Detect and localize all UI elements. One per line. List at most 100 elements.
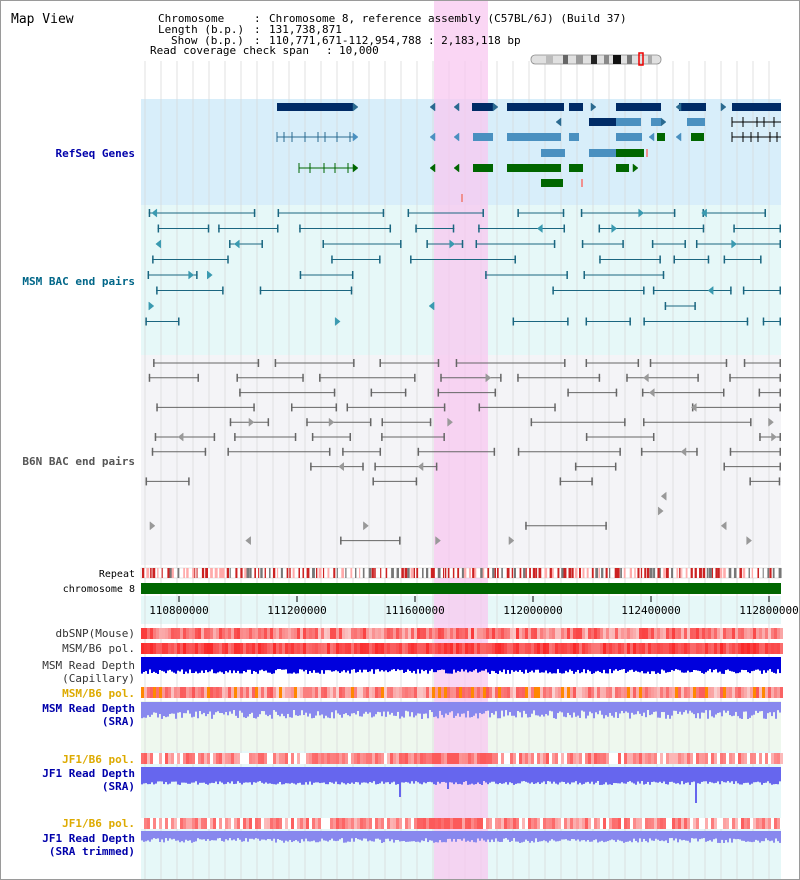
repeat-element xyxy=(452,568,455,578)
depth-bar xyxy=(663,702,665,713)
coverage-colon: : xyxy=(326,44,333,57)
depth-bar xyxy=(253,702,255,718)
depth-bar xyxy=(183,767,185,783)
heat-cell xyxy=(312,643,315,654)
heat-cell xyxy=(345,753,348,764)
track-label-msm-bac[interactable]: MSM BAC end pairs xyxy=(22,275,135,288)
heat-cell xyxy=(147,643,150,654)
depth-bar xyxy=(437,657,439,671)
depth-bar xyxy=(733,767,735,784)
heat-cell xyxy=(411,818,414,829)
depth-bar xyxy=(649,702,651,716)
depth-bar xyxy=(343,831,345,843)
heat-cell xyxy=(372,687,375,698)
depth-bar xyxy=(563,657,565,674)
depth-bar xyxy=(735,767,737,782)
heat-cell xyxy=(468,628,471,639)
track-label-jf1-depth-trim-sub: (SRA trimmed) xyxy=(49,845,135,858)
heat-cell xyxy=(312,753,315,764)
depth-bar xyxy=(361,657,363,673)
depth-bar xyxy=(231,657,233,674)
repeat-element xyxy=(568,568,572,578)
repeat-element xyxy=(368,568,372,578)
depth-bar xyxy=(421,831,423,841)
repeat-element xyxy=(355,568,357,578)
track-label-b6n-bac[interactable]: B6N BAC end pairs xyxy=(22,455,135,468)
heat-cell xyxy=(546,753,549,764)
chromosome-bar xyxy=(141,583,781,594)
heat-cell xyxy=(363,818,366,829)
heat-cell xyxy=(498,628,501,639)
depth-bar xyxy=(461,657,463,670)
heat-cell xyxy=(666,753,669,764)
depth-bar xyxy=(529,767,531,784)
heat-cell xyxy=(660,687,663,698)
heat-cell xyxy=(477,818,480,829)
bac-end xyxy=(178,317,180,326)
heat-cell xyxy=(261,687,264,698)
b6n-bac-pairs-track[interactable] xyxy=(145,359,781,546)
depth-bar xyxy=(627,831,629,842)
heat-cell xyxy=(429,687,432,698)
heat-cell xyxy=(588,753,591,764)
depth-bar xyxy=(523,702,525,711)
depth-bar xyxy=(295,657,297,674)
depth-bar xyxy=(607,767,609,785)
depth-bar xyxy=(369,767,371,782)
track-label-refseq[interactable]: RefSeq Genes xyxy=(56,147,135,160)
heat-cell xyxy=(447,753,450,764)
ideogram-band xyxy=(627,55,632,64)
selected-region-highlight[interactable] xyxy=(434,1,488,879)
depth-bar xyxy=(409,657,411,671)
heat-cell xyxy=(540,753,543,764)
heat-cell xyxy=(762,628,765,639)
repeat-element xyxy=(413,568,415,578)
depth-bar xyxy=(565,702,567,718)
repeat-element xyxy=(571,568,574,578)
depth-bar xyxy=(441,767,443,783)
heat-cell xyxy=(198,628,201,639)
heat-cell xyxy=(705,628,708,639)
refseq-genes-track[interactable] xyxy=(276,102,781,202)
depth-bar xyxy=(603,831,605,843)
depth-bar xyxy=(381,657,383,671)
depth-bar xyxy=(533,831,535,843)
heat-cell xyxy=(570,643,573,654)
heat-cell xyxy=(315,687,318,698)
ruler-tick-label: 112400000 xyxy=(621,604,681,617)
depth-bar xyxy=(759,831,761,843)
heat-cell xyxy=(411,753,414,764)
depth-bar xyxy=(701,767,703,782)
depth-bar xyxy=(295,831,297,841)
depth-bar xyxy=(153,831,155,839)
heat-cell xyxy=(573,643,576,654)
heat-cell xyxy=(693,753,696,764)
depth-bar xyxy=(711,767,713,783)
depth-bar xyxy=(423,702,425,714)
repeat-element xyxy=(769,568,772,578)
depth-bar xyxy=(473,767,475,785)
depth-bar xyxy=(257,702,259,717)
heat-cell xyxy=(744,628,747,639)
depth-bar xyxy=(745,831,747,842)
heat-cell xyxy=(420,628,423,639)
heat-cell xyxy=(741,643,744,654)
heat-cell xyxy=(228,818,231,829)
depth-bar xyxy=(563,702,565,717)
depth-bar xyxy=(519,831,521,843)
heat-cell xyxy=(627,753,630,764)
depth-bar xyxy=(435,831,437,843)
heat-cell xyxy=(276,628,279,639)
depth-bar xyxy=(481,657,483,671)
depth-bar xyxy=(279,767,281,782)
heat-cell xyxy=(525,818,528,829)
bac-end xyxy=(585,433,588,441)
depth-bar xyxy=(523,767,525,782)
depth-bar xyxy=(155,767,157,784)
depth-bar xyxy=(601,831,603,841)
chromosome-ideogram[interactable] xyxy=(530,52,662,66)
msm-bac-pairs-track[interactable] xyxy=(145,208,781,327)
depth-bar xyxy=(445,657,447,674)
heat-cell xyxy=(522,628,525,639)
depth-bar xyxy=(289,657,291,674)
